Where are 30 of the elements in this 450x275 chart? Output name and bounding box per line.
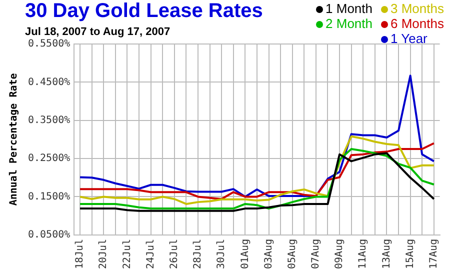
- x-tick-label: 18Jul: [74, 238, 86, 270]
- y-tick-label: 0.4500%: [28, 76, 70, 88]
- x-tick-label: 13Aug: [381, 238, 392, 270]
- x-tick-label: 09Aug: [334, 238, 346, 270]
- x-tick-label: 05Aug: [286, 238, 298, 270]
- chart-title: 30 Day Gold Lease Rates: [25, 0, 263, 23]
- y-tick-label: 0.3500%: [28, 114, 70, 126]
- legend-label: 6 Months: [390, 16, 444, 31]
- x-tick-label: 28Jul: [192, 238, 204, 270]
- x-tick-label: 24Jul: [145, 238, 156, 270]
- legend-label: 2 Month: [326, 16, 373, 31]
- x-tick-label: 11Aug: [358, 238, 369, 270]
- x-tick-label: 22Jul: [122, 238, 133, 270]
- x-tick-label: 07Aug: [310, 238, 322, 270]
- legend-label: 1 Month: [326, 1, 373, 16]
- chart-subtitle: Jul 18, 2007 to Aug 17, 2007: [25, 26, 170, 38]
- x-tick-label: 20Jul: [98, 238, 110, 270]
- y-tick-label: 0.0500%: [28, 229, 70, 240]
- x-tick-label: 01Aug: [240, 238, 251, 270]
- x-tick-label: 15Aug: [404, 238, 416, 270]
- y-tick-label: 0.5500%: [28, 38, 70, 50]
- x-tick-label: 17Aug: [428, 238, 440, 270]
- x-tick-label: 03Aug: [263, 238, 274, 270]
- legend-label: 3 Months: [390, 1, 444, 16]
- y-axis-title: Annual Percentage Rate: [8, 73, 20, 206]
- x-tick-label: 26Jul: [169, 238, 180, 270]
- legend-label: 1 Year: [390, 31, 428, 46]
- y-tick-label: 0.1500%: [28, 191, 70, 202]
- x-tick-label: 30Jul: [216, 238, 228, 270]
- y-tick-label: 0.2500%: [28, 153, 70, 164]
